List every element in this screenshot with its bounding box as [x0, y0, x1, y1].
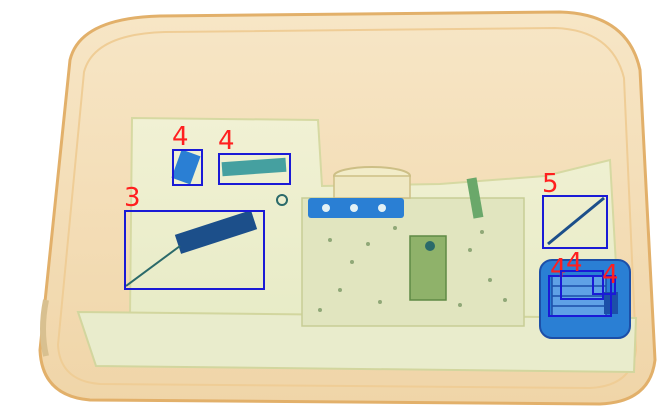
- detection-label-7: 4: [602, 260, 619, 290]
- side-handle: [40, 299, 49, 357]
- detection-box-6: [560, 270, 604, 300]
- detection-label-6: 4: [566, 248, 583, 278]
- board-dots: [318, 226, 507, 312]
- battery-small: [171, 149, 201, 185]
- blade-item: [547, 196, 605, 246]
- striped-part: [466, 177, 484, 219]
- detection-label-3: 3: [124, 183, 141, 213]
- detection-label-5: 4: [550, 254, 567, 284]
- detection-label-2: 4: [218, 126, 235, 156]
- tool-handle: [174, 210, 258, 254]
- detection-box-5: [548, 275, 612, 317]
- detection-label-1: 4: [172, 122, 189, 152]
- canister-body: [333, 175, 411, 199]
- detection-label-4: 5: [542, 169, 559, 199]
- detection-box-7: [592, 275, 616, 295]
- tool-blade: [125, 245, 181, 287]
- suitcase-inner-rim: [56, 26, 638, 390]
- detection-box-2: [218, 153, 291, 185]
- detection-box-1: [172, 149, 203, 186]
- detection-box-3: [124, 210, 265, 290]
- small-ring: [276, 194, 288, 206]
- detection-box-4: [542, 195, 608, 249]
- battery-wide: [221, 157, 287, 177]
